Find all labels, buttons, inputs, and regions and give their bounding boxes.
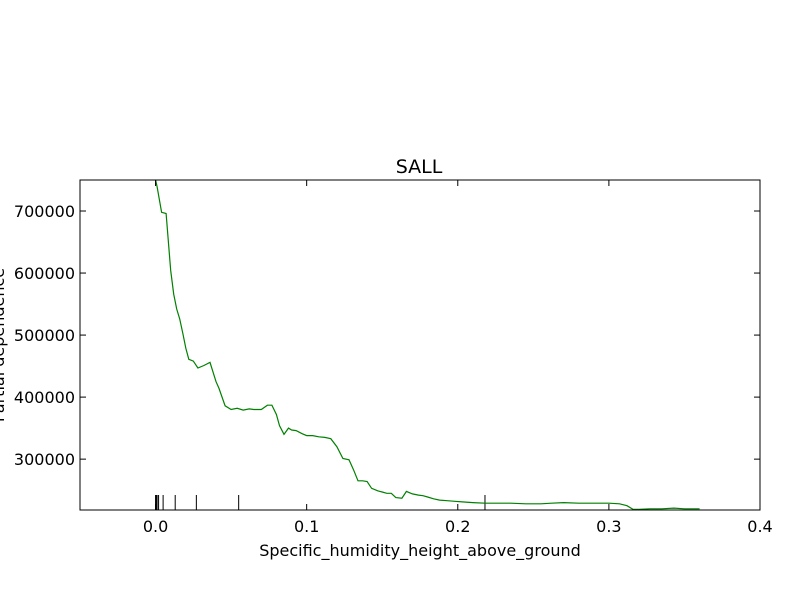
y-axis-ticks: 300000 400000 500000 600000 700000: [14, 202, 760, 469]
x-tick-label: 0.0: [143, 517, 168, 536]
y-tick-label: 600000: [14, 264, 75, 283]
plot-frame: [79, 179, 761, 511]
x-tick-label: 0.4: [747, 517, 772, 536]
series-line-0: [155, 180, 700, 510]
x-tick-label: 0.3: [596, 517, 621, 536]
x-tick-label: 0.1: [294, 517, 319, 536]
y-axis-label: Partial dependence: [0, 268, 8, 422]
y-tick-label: 300000: [14, 450, 75, 469]
rug-marks: [155, 495, 486, 510]
x-tick-label: 0.2: [445, 517, 470, 536]
y-tick-label: 400000: [14, 388, 75, 407]
series-layer: [155, 180, 700, 510]
x-axis-ticks: 0.0 0.1 0.2 0.3 0.4: [143, 180, 773, 536]
y-tick-label: 700000: [14, 202, 75, 221]
x-axis-label: Specific_humidity_height_above_ground: [259, 541, 581, 561]
y-tick-label: 500000: [14, 326, 75, 345]
chart-title: SALL: [396, 156, 443, 178]
